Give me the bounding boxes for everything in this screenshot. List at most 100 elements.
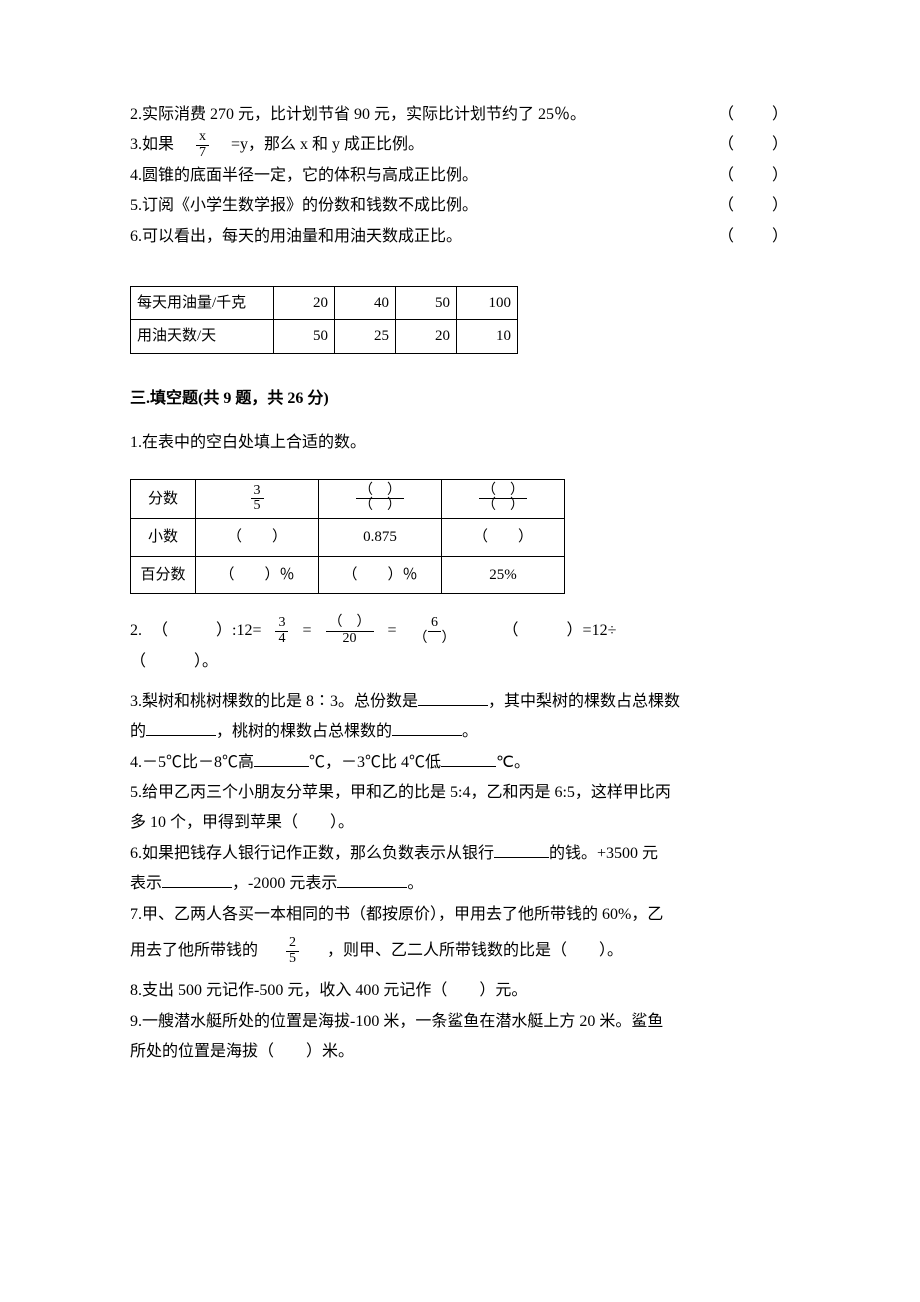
cell: 25: [335, 320, 396, 354]
blank-underline[interactable]: [418, 689, 488, 706]
s2-q5: 5. 订阅《小学生数学报》的份数和钱数不成比例。 （ ）: [130, 191, 790, 221]
row-header: 分数: [131, 479, 196, 518]
q-text: 在表中的空白处填上合适的数。: [142, 434, 366, 451]
fraction-x-over-7: x 7: [196, 130, 209, 160]
blank-underline[interactable]: [337, 871, 407, 888]
cell: 50: [274, 320, 335, 354]
s2-q2: 2. 实际消费 270 元，比计划节省 90 元，实际比计划节约了 25％。 （…: [130, 100, 790, 130]
frac-num[interactable]: （ ）: [326, 616, 374, 632]
eq: =: [388, 616, 397, 646]
t: 表示: [130, 875, 162, 892]
fraction-3-over-5: 3 5: [251, 484, 264, 514]
s3-q3-cont: 的，桃树的棵数占总棵数的。: [130, 717, 790, 747]
blank-underline[interactable]: [494, 841, 549, 858]
q-num: 5.: [130, 191, 142, 221]
t: 给甲乙丙三个小朋友分苹果，甲和乙的比是 5:4，乙和丙是 6:5，这样甲比丙: [142, 784, 671, 801]
frac-den: 7: [196, 146, 209, 161]
q-num: 4.: [130, 754, 142, 771]
t: ，其中梨树的棵数占总棵数: [488, 693, 680, 710]
cell: 3 5: [196, 479, 319, 518]
blank-underline[interactable]: [146, 719, 216, 736]
table-row: 用油天数/天 50 25 20 10: [131, 320, 518, 354]
cell-blank-fraction[interactable]: （ ） （ ）: [319, 479, 442, 518]
fraction-6-over-blank: 6 （ ）: [411, 616, 459, 646]
cell-blank[interactable]: （ ）％: [319, 556, 442, 594]
cell-blank[interactable]: （ ）％: [196, 556, 319, 594]
q-text-post: =y，那么 x 和 y 成正比例。: [231, 130, 424, 160]
q-num: 7.: [130, 906, 142, 923]
t: 支出 500 元记作-500 元，收入 400 元记作（ ）元。: [142, 982, 527, 999]
s3-q1: 1.在表中的空白处填上合适的数。: [130, 428, 790, 458]
t: 用去了他所带钱的: [130, 936, 258, 966]
answer-paren[interactable]: （ ）: [718, 130, 790, 160]
fraction-blank-over-20: （ ） 20: [326, 616, 374, 646]
frac-den: 4: [275, 632, 288, 647]
frac-den: 5: [286, 952, 299, 967]
answer-paren[interactable]: （ ）: [718, 161, 790, 191]
q-num: 1.: [130, 434, 142, 451]
q-text-pre: 如果: [142, 130, 174, 160]
t: 的: [130, 723, 146, 740]
table-row-percent: 百分数 （ ）％ （ ）％ 25%: [131, 556, 565, 594]
t: 甲、乙两人各买一本相同的书（都按原价），甲用去了他所带钱的 60%，乙: [142, 906, 663, 923]
row-header: 百分数: [131, 556, 196, 594]
frac-den: （ ）: [479, 499, 527, 514]
cell: 25%: [442, 556, 565, 594]
cell-blank[interactable]: （ ）: [196, 519, 319, 557]
answer-paren[interactable]: （ ）: [718, 100, 790, 130]
fraction-3-over-4: 3 4: [275, 616, 288, 646]
cell-blank-fraction[interactable]: （ ） （ ）: [442, 479, 565, 518]
t: ，桃树的棵数占总棵数的: [216, 723, 392, 740]
cell: 100: [457, 286, 518, 320]
frac-num: 6: [428, 616, 441, 632]
q-num: 4.: [130, 161, 142, 191]
s3-q3: 3.梨树和桃树棵数的比是 8∶3。总份数是，其中梨树的棵数占总棵数: [130, 687, 790, 717]
oil-usage-table: 每天用油量/千克 20 40 50 100 用油天数/天 50 25 20 10: [130, 286, 518, 354]
q-num: 2.: [130, 616, 142, 646]
t: 的钱。+3500 元: [549, 845, 658, 862]
answer-paren[interactable]: （ ）: [718, 191, 790, 221]
q-text: 实际消费 270 元，比计划节省 90 元，实际比计划节约了 25％。: [142, 100, 586, 130]
s3-q4: 4.－5℃比－8℃高 ℃，－3℃比 4℃低 ℃。: [130, 748, 790, 778]
fraction-2-over-5: 2 5: [286, 936, 299, 966]
cell-blank[interactable]: （ ）: [442, 519, 565, 557]
q-num: 9.: [130, 1013, 142, 1030]
blank-underline[interactable]: [392, 719, 462, 736]
blank-underline[interactable]: [254, 750, 309, 767]
blank-underline[interactable]: [441, 750, 496, 767]
part: （ ）:12=: [152, 616, 261, 646]
s3-q8: 8.支出 500 元记作-500 元，收入 400 元记作（ ）元。: [130, 976, 790, 1006]
t: －5℃比－8℃高: [142, 754, 254, 771]
s3-q6-cont: 表示，-2000 元表示。: [130, 869, 790, 899]
t: ℃，－3℃比 4℃低: [309, 754, 441, 771]
q-num: 3.: [130, 693, 142, 710]
frac-num: 2: [286, 936, 299, 952]
cell: 0.875: [319, 519, 442, 557]
cell: 40: [335, 286, 396, 320]
q-num: 8.: [130, 982, 142, 999]
s2-q6: 6. 可以看出，每天的用油量和用油天数成正比。 （ ）: [130, 222, 790, 252]
q-num: 5.: [130, 784, 142, 801]
frac-den[interactable]: （ ）: [411, 632, 459, 647]
s2-q3: 3. 如果 x 7 =y，那么 x 和 y 成正比例。 （ ）: [130, 130, 790, 160]
tail: （ ）=12÷: [503, 616, 617, 646]
row-label: 用油天数/天: [131, 320, 274, 354]
t: 多 10 个，甲得到苹果（ ）。: [130, 814, 354, 831]
s3-q2: 2. （ ）:12= 3 4 = （ ） 20 = 6 （ ） （ ）=12÷: [130, 616, 790, 646]
t: ℃。: [496, 754, 530, 771]
blank-underline[interactable]: [162, 871, 232, 888]
fill-in-table: 分数 3 5 （ ） （ ） （ ） （ ）: [130, 479, 565, 594]
row-header: 小数: [131, 519, 196, 557]
t: 一艘潜水艇所处的位置是海拔-100 米，一条鲨鱼在潜水艇上方 20 米。鲨鱼: [142, 1013, 663, 1030]
t: ，-2000 元表示: [232, 875, 337, 892]
s3-q9: 9.一艘潜水艇所处的位置是海拔-100 米，一条鲨鱼在潜水艇上方 20 米。鲨鱼: [130, 1007, 790, 1037]
frac-num: 3: [251, 484, 264, 500]
s3-q2-cont: （ ）。: [130, 647, 790, 677]
q-text: 圆锥的底面半径一定，它的体积与高成正比例。: [142, 161, 478, 191]
row-label: 每天用油量/千克: [131, 286, 274, 320]
q-text: 订阅《小学生数学报》的份数和钱数不成比例。: [142, 191, 478, 221]
tail2: （ ）。: [130, 653, 218, 670]
frac-num: 3: [275, 616, 288, 632]
cell: 50: [396, 286, 457, 320]
answer-paren[interactable]: （ ）: [718, 222, 790, 252]
